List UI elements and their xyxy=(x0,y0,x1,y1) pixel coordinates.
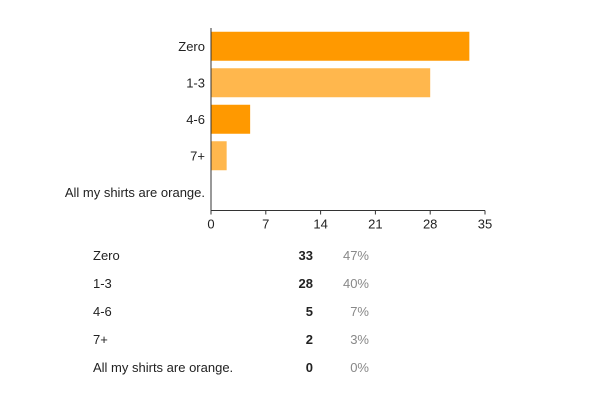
summary-percent: 7% xyxy=(350,304,369,319)
bars xyxy=(211,31,470,171)
summary-row: 1-3 28 40% xyxy=(93,272,393,300)
summary-count: 28 xyxy=(298,276,313,291)
bar xyxy=(211,141,227,171)
summary-percent: 40% xyxy=(342,276,369,291)
bar xyxy=(211,104,251,134)
summary-label: 1-3 xyxy=(93,276,112,291)
summary-count: 5 xyxy=(305,304,313,319)
category-label: All my shirts are orange. xyxy=(65,185,205,200)
summary-row: All my shirts are orange. 0 0% xyxy=(93,356,393,384)
summary-label: All my shirts are orange. xyxy=(93,360,234,375)
summary-row: 4-6 5 7% xyxy=(93,300,393,328)
x-tick-label: 14 xyxy=(313,217,327,232)
summary-row: Zero 33 47% xyxy=(93,244,393,272)
x-tick-label: 7 xyxy=(262,217,269,232)
category-label: 4-6 xyxy=(186,112,205,127)
category-label: 1-3 xyxy=(186,75,205,90)
summary-label: 7+ xyxy=(93,332,108,347)
summary-percent: 47% xyxy=(342,248,369,263)
category-labels: Zero 1-3 4-6 7+ All my shirts are orange. xyxy=(65,39,205,200)
x-tick-label: 28 xyxy=(423,217,437,232)
summary-count: 0 xyxy=(305,360,313,375)
category-label: Zero xyxy=(178,39,205,54)
x-tick-label: 35 xyxy=(478,217,492,232)
summary-count: 2 xyxy=(305,332,313,347)
category-label: 7+ xyxy=(190,148,205,163)
x-tick-label: 21 xyxy=(368,217,382,232)
response-summary-table: Zero 33 47% 1-3 28 40% 4-6 5 7% 7+ 2 3% … xyxy=(93,244,393,384)
summary-count: 33 xyxy=(298,248,313,263)
summary-percent: 0% xyxy=(350,360,369,375)
x-tick-label: 0 xyxy=(207,217,214,232)
summary-percent: 3% xyxy=(350,332,369,347)
bar xyxy=(211,31,470,61)
x-axis: 0 7 14 21 28 35 xyxy=(207,28,492,232)
summary-label: Zero xyxy=(93,248,120,263)
bar-chart: Zero 1-3 4-6 7+ All my shirts are orange. 0 7… xyxy=(65,28,492,232)
bar xyxy=(211,68,431,98)
summary-label: 4-6 xyxy=(93,304,112,319)
summary-row: 7+ 2 3% xyxy=(93,328,393,356)
